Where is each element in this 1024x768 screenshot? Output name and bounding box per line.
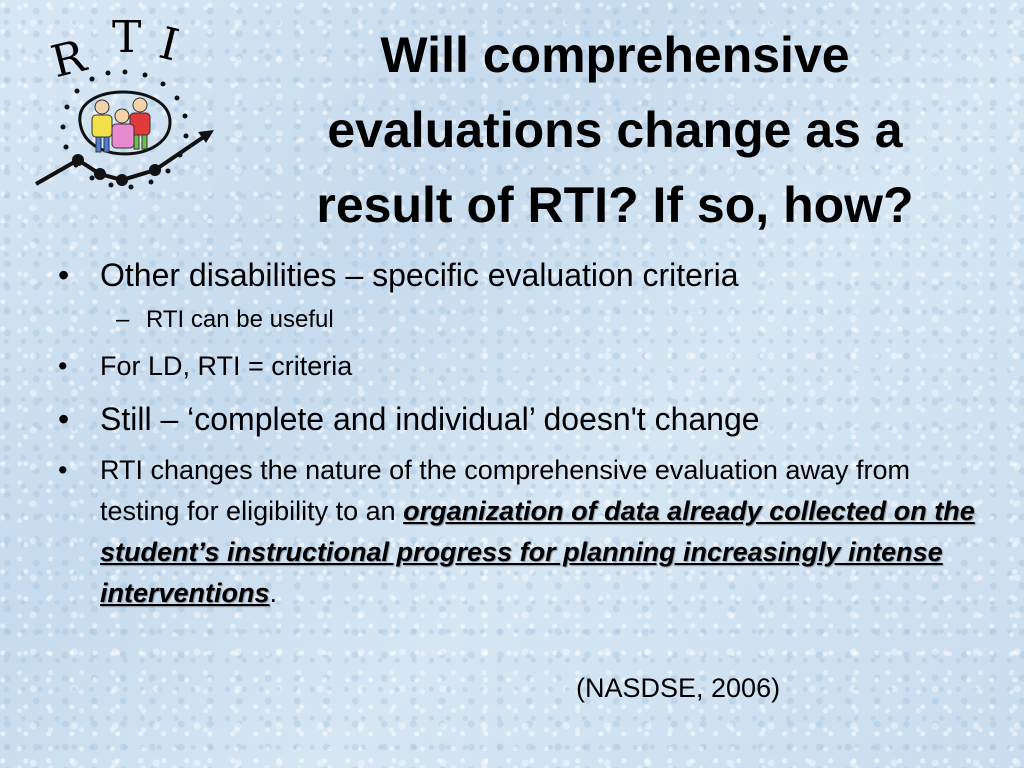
bullet-text-emphasis: organization of data already collected o…	[100, 496, 975, 608]
bullet-text-plain: RTI changes the nature of the comprehens…	[100, 455, 910, 526]
bullet-marker: •	[58, 257, 70, 293]
bullet-text: For LD, RTI = criteria	[100, 351, 353, 381]
logo-arrowhead-icon	[198, 130, 214, 143]
logo-children-icon	[91, 97, 151, 153]
bullet-marker: •	[58, 455, 68, 485]
title-line-2: evaluations change as a	[327, 102, 903, 158]
logo-progress-line	[35, 132, 210, 186]
logo-letter-t: T	[112, 12, 141, 63]
rti-logo: R T I	[30, 12, 220, 212]
logo-letter-r: R	[46, 30, 92, 88]
sub-bullet-item-rti-useful: – RTI can be useful	[58, 300, 978, 340]
bullet-text: Still – ‘complete and individual’ doesn'…	[100, 401, 760, 437]
title-line-3: result of RTI? If so, how?	[316, 177, 914, 233]
bullet-item-rti-changes: • RTI changes the nature of the comprehe…	[58, 450, 978, 614]
bullet-item-ld-criteria: • For LD, RTI = criteria	[58, 346, 978, 386]
bullet-text-end: .	[269, 578, 278, 608]
bullet-text: Other disabilities – specific evaluation…	[100, 257, 739, 293]
sub-bullet-marker: –	[116, 306, 130, 333]
logo-inner-ring	[78, 90, 172, 156]
citation: (NASDSE, 2006)	[576, 673, 781, 703]
logo-letter-i: I	[154, 18, 183, 72]
bullet-item-complete-individual: • Still – ‘complete and individual’ does…	[58, 396, 978, 442]
bullet-marker: •	[58, 401, 70, 437]
slide-title: Will comprehensive evaluations change as…	[220, 18, 1010, 243]
title-line-1: Will comprehensive	[380, 27, 850, 83]
rti-logo-graphic: R T I	[35, 12, 214, 190]
bullet-item-other-disabilities: • Other disabilities – specific evaluati…	[58, 250, 978, 300]
sub-bullet-text: RTI can be useful	[146, 306, 334, 333]
bullet-marker: •	[58, 351, 68, 381]
bullet-list: • Other disabilities – specific evaluati…	[58, 250, 978, 614]
logo-progress-points	[72, 154, 161, 186]
